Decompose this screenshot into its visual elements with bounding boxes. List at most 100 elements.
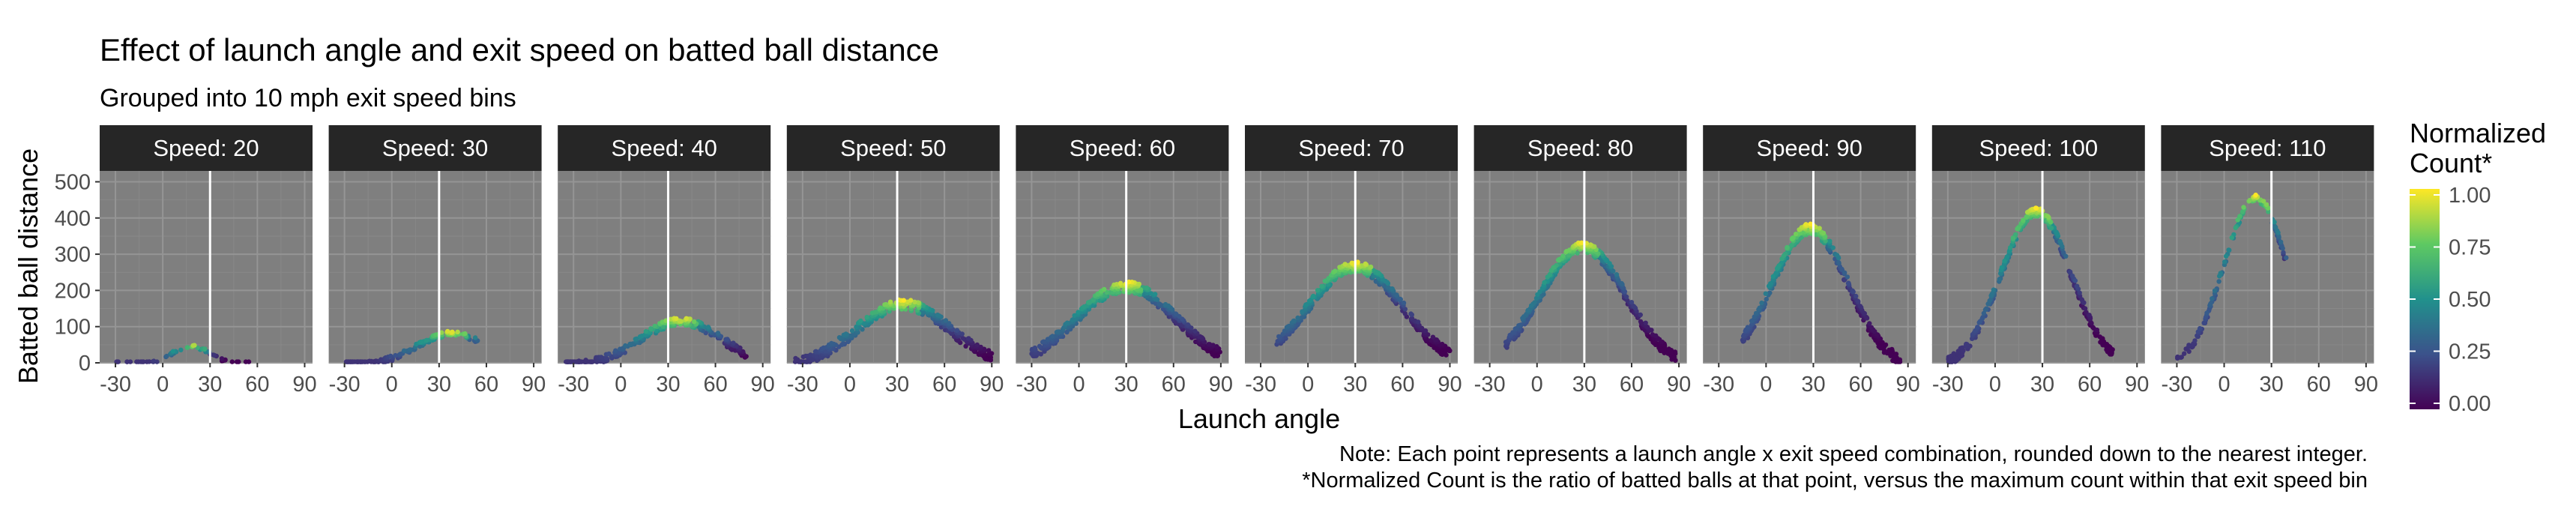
data-point [178,347,184,352]
data-point [1126,279,1132,285]
facet-panel: Speed: 40 -30 0 30 60 90 [558,125,775,397]
data-point [450,329,455,334]
data-point [1441,351,1446,356]
x-tick-label: 90 [980,373,1004,397]
data-point [2278,239,2284,244]
data-point [1311,293,1316,299]
legend-tick-label: 0.50 [2449,288,2491,312]
data-point [2253,192,2258,198]
data-point [1790,235,1796,241]
data-point [1643,320,1648,325]
x-tick-label: 0 [386,373,398,397]
data-point [424,337,429,343]
data-point [1888,352,1894,357]
data-point [943,318,949,323]
data-point [1322,278,1328,284]
data-point [935,312,941,318]
data-point [1948,353,1954,359]
facet-panel: Speed: 70 -30 0 30 60 90 [1245,125,1462,397]
data-point [1303,302,1309,307]
facet-strip [1016,125,1229,171]
facet-strip-label: Speed: 20 [153,135,259,161]
facet-strip-label: Speed: 90 [1757,135,1862,161]
panel-background [1703,171,1916,363]
data-point [1055,329,1061,334]
data-point [1839,266,1844,272]
data-point [986,352,992,357]
facet-strip [2161,125,2374,171]
data-point [1401,300,1407,306]
y-tick-label: 200 [55,279,91,303]
data-point [124,359,130,364]
data-point [674,316,679,322]
data-point [2045,214,2051,219]
data-point [983,355,989,361]
data-point [1817,226,1822,231]
data-point [1949,359,1955,364]
data-point [1153,292,1158,297]
data-point [1579,240,1584,245]
x-tick-label: 60 [1390,373,1414,397]
data-point [2077,290,2082,295]
data-point [2216,279,2221,284]
data-point [1981,310,1987,316]
data-point [725,337,730,342]
data-point [1980,315,1985,320]
data-point [1844,274,1850,280]
data-point [1588,242,1593,247]
facet-strip-label: Speed: 80 [1527,135,1633,161]
facet-strip [1245,125,1458,171]
data-point [849,328,855,334]
data-point [1671,355,1677,360]
data-point [1037,343,1043,349]
data-point [1300,309,1305,314]
data-point [170,349,176,354]
data-point [2178,355,2183,360]
chart-subtitle: Grouped into 10 mph exit speed bins [100,84,516,112]
data-point [1153,296,1159,301]
data-point [1371,268,1376,273]
data-point [2067,269,2073,274]
data-point [648,326,654,331]
data-point [2209,296,2215,301]
data-point [606,351,612,357]
data-point [901,298,907,303]
data-point [1631,304,1637,309]
data-point [234,359,240,364]
data-point [1214,344,1219,349]
data-point [966,336,971,341]
data-point [1830,245,1836,250]
data-point [1846,280,1851,286]
x-tick-label: 90 [1438,373,1462,397]
data-point [1868,325,1874,330]
data-point [1342,262,1348,267]
data-point [678,319,683,324]
data-point [1144,285,1150,291]
data-point [1117,280,1123,286]
data-point [1999,265,2005,271]
data-point [2224,253,2229,259]
data-point [1291,319,1297,324]
data-point [362,359,367,364]
data-point [2010,235,2016,241]
data-point [1363,261,1369,267]
x-tick-label: 30 [1114,373,1138,397]
data-point [1408,311,1414,316]
data-point [854,324,859,330]
data-point [407,347,413,352]
data-point [1148,291,1153,296]
facet-strip-label: Speed: 50 [840,135,946,161]
data-point [2192,338,2198,343]
data-point [1959,345,1965,350]
data-point [691,319,697,325]
data-point [393,352,398,358]
data-point [1842,270,1847,275]
x-tick-label: 30 [656,373,680,397]
data-point [1512,326,1518,331]
facet-strip-label: Speed: 60 [1070,135,1175,161]
x-tick-label: 0 [2218,373,2230,397]
data-point [185,345,190,350]
data-point [1409,316,1415,321]
data-point [1853,293,1859,299]
data-point [1857,304,1863,309]
